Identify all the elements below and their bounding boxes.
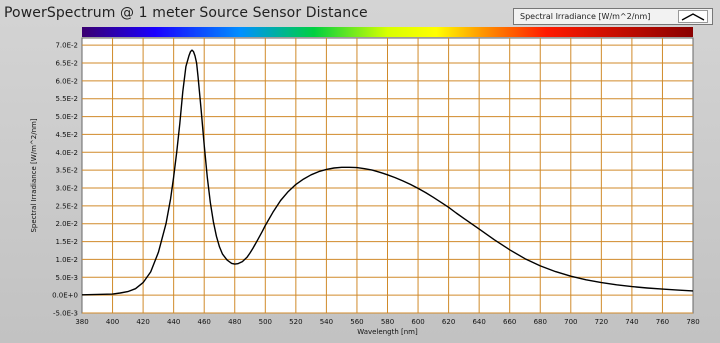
x-tick-label: 620 — [442, 318, 455, 326]
x-tick-label: 720 — [595, 318, 608, 326]
y-tick-label: 5.0E-2 — [55, 113, 78, 121]
y-axis-label: Spectral Irradiance [W/m^2/nm] — [30, 118, 38, 232]
legend-line-icon — [681, 13, 705, 21]
y-tick-label: 2.5E-2 — [55, 202, 78, 210]
x-tick-label: 520 — [289, 318, 302, 326]
legend: Spectral Irradiance [W/m^2/nm] — [513, 8, 713, 25]
chart-title: PowerSpectrum @ 1 meter Source Sensor Di… — [4, 5, 368, 21]
spectrum-color-bar — [82, 27, 693, 37]
x-tick-label: 480 — [228, 318, 241, 326]
y-tick-label: 2.0E-2 — [55, 220, 78, 228]
x-tick-label: 600 — [411, 318, 424, 326]
x-tick-label: 560 — [350, 318, 363, 326]
y-tick-label: 5.0E-3 — [55, 274, 78, 282]
x-tick-label: 760 — [656, 318, 669, 326]
y-tick-label: 6.5E-2 — [55, 60, 78, 68]
legend-line-swatch — [678, 10, 708, 23]
y-tick-label: -5.0E-3 — [53, 310, 78, 318]
x-tick-label: 700 — [564, 318, 577, 326]
y-tick-label: 1.5E-2 — [55, 238, 78, 246]
legend-label: Spectral Irradiance [W/m^2/nm] — [520, 12, 651, 21]
y-tick-label: 3.0E-2 — [55, 185, 78, 193]
x-tick-label: 580 — [381, 318, 394, 326]
x-tick-label: 640 — [472, 318, 485, 326]
x-tick-label: 540 — [320, 318, 333, 326]
x-tick-label: 500 — [259, 318, 272, 326]
x-tick-label: 740 — [625, 318, 638, 326]
y-tick-label: 3.5E-2 — [55, 167, 78, 175]
x-tick-label: 460 — [198, 318, 211, 326]
x-tick-label: 660 — [503, 318, 516, 326]
y-tick-label: 4.0E-2 — [55, 149, 78, 157]
y-tick-label: 1.0E-2 — [55, 256, 78, 264]
y-tick-label: 6.0E-2 — [55, 77, 78, 85]
x-tick-label: 420 — [136, 318, 149, 326]
y-tick-label: 4.5E-2 — [55, 131, 78, 139]
x-tick-label: 380 — [75, 318, 88, 326]
x-axis-label: Wavelength [nm] — [357, 328, 418, 336]
y-tick-label: 5.5E-2 — [55, 95, 78, 103]
x-tick-label: 680 — [534, 318, 547, 326]
y-tick-label: 7.0E-2 — [55, 42, 78, 50]
x-tick-label: 400 — [106, 318, 119, 326]
y-tick-label: 0.0E+0 — [52, 292, 78, 300]
spectrum-line — [81, 49, 694, 296]
x-tick-label: 440 — [167, 318, 180, 326]
x-tick-label: 780 — [686, 318, 699, 326]
